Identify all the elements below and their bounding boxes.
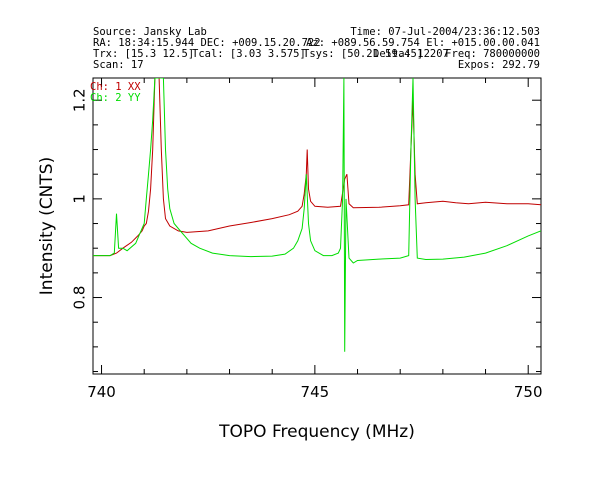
y-tick-label: 1.2 <box>71 88 89 112</box>
header-ra-dec: RA: 18:34:15.944 DEC: +009.15.20.722 <box>93 37 321 49</box>
header-az-el: Az: +089.56.59.754 El: +015.00.00.041 <box>306 37 540 49</box>
header-tsys: Tsys: [50.21 59.45] <box>303 48 424 60</box>
header-source: Source: Jansky Lab <box>93 26 207 38</box>
series-line-1 <box>93 78 541 257</box>
legend-entry-1: Ch: 1 XX <box>90 81 141 93</box>
y-tick-label: 0.8 <box>71 286 89 310</box>
header-delta: Delta: 12207 <box>373 48 449 60</box>
series-line-2 <box>93 78 541 352</box>
header-tcal: Tcal: [3.03 3.575] <box>192 48 306 60</box>
series-group <box>93 78 541 352</box>
x-axis-title: TOPO Frequency (MHz) <box>218 422 415 442</box>
header-expos: Expos: 292.79 <box>457 59 540 71</box>
header-scan: Scan: 17 <box>93 59 144 71</box>
y-tick-label: 1 <box>71 194 89 204</box>
axis-ticks: 740 745 750 0.8 1 1.2 <box>71 78 543 401</box>
legend-entry-2: Ch: 2 YY <box>90 92 141 104</box>
header-freq: Freq: 780000000 <box>445 48 540 60</box>
x-tick-label: 745 <box>301 383 330 401</box>
y-axis-title: Intensity (CNTS) <box>37 157 57 295</box>
header-trx: Trx: [15.3 12.5] <box>93 48 195 60</box>
header-time: Time: 07-Jul-2004/23:36:12.503 <box>350 26 540 38</box>
x-tick-label: 750 <box>514 383 543 401</box>
x-tick-label: 740 <box>87 383 116 401</box>
plot-frame <box>92 77 542 375</box>
